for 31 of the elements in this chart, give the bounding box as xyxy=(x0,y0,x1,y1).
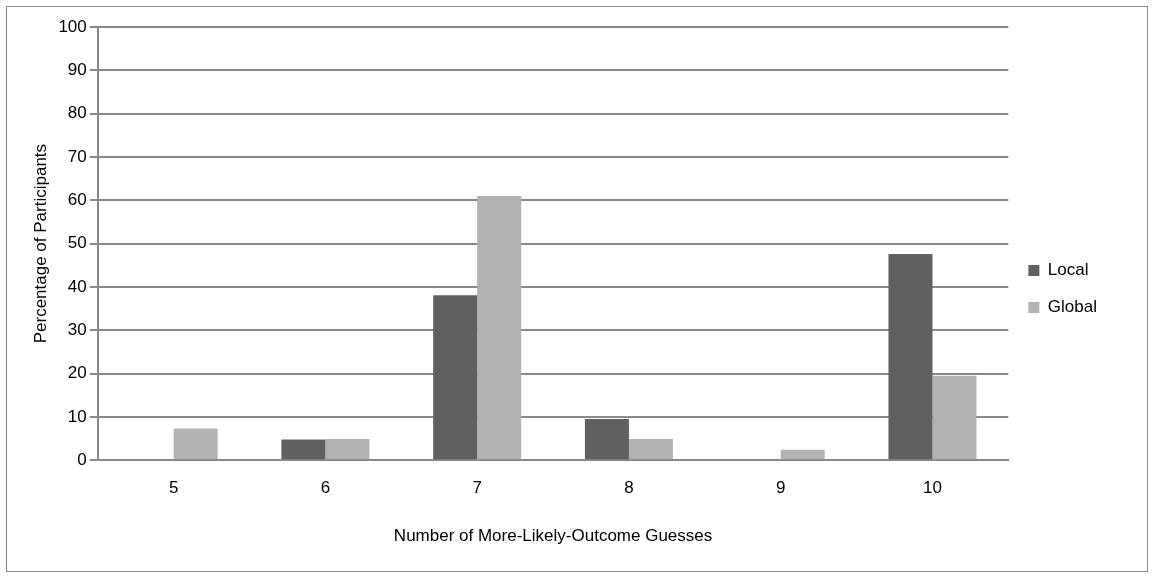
bar xyxy=(325,438,370,460)
x-tick-label: 8 xyxy=(624,478,634,498)
bar xyxy=(584,419,629,460)
bar xyxy=(780,449,825,460)
legend-label: Global xyxy=(1047,297,1097,317)
bar xyxy=(477,195,522,460)
y-tick-label: 70 xyxy=(67,146,87,166)
y-tick-label: 60 xyxy=(67,189,87,209)
y-tick-label: 100 xyxy=(58,16,87,36)
bar xyxy=(433,295,478,460)
y-tick-label: 90 xyxy=(67,60,87,80)
x-tick-label: 9 xyxy=(775,478,786,498)
x-axis-title: Number of More-Likely-Outcome Guesses xyxy=(393,526,713,546)
y-tick-label: 20 xyxy=(67,363,87,383)
y-tick-label: 50 xyxy=(67,233,87,253)
bar xyxy=(281,439,326,460)
bar xyxy=(628,438,673,460)
x-tick-label: 5 xyxy=(168,478,179,498)
x-tick-label: 6 xyxy=(320,478,331,498)
x-tick-label: 10 xyxy=(923,478,942,498)
y-tick-label: 40 xyxy=(67,276,87,296)
bar xyxy=(932,375,977,460)
y-tick-label: 0 xyxy=(77,449,87,469)
y-axis-title: Percentage of Participants xyxy=(30,143,50,344)
x-tick-label: 7 xyxy=(472,478,482,498)
y-tick-label: 80 xyxy=(67,103,87,123)
bar xyxy=(173,428,218,460)
bar xyxy=(888,254,933,460)
y-tick-label: 10 xyxy=(67,406,87,426)
y-tick-label: 30 xyxy=(67,319,87,339)
legend-label: Local xyxy=(1047,260,1089,280)
